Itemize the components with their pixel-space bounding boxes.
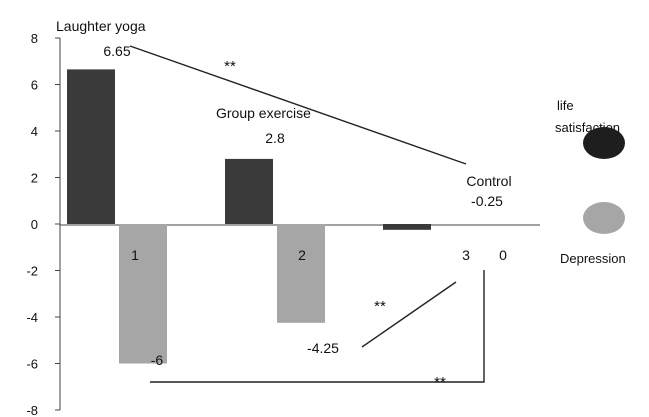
- sig-bracket-yoga-control-depression: [150, 270, 485, 383]
- bar-depression-2: [277, 224, 325, 323]
- legend-label-depression: Depression: [560, 251, 626, 266]
- significance-lines: [129, 45, 485, 383]
- value-label-depression: 0: [499, 247, 507, 263]
- legend: life satisfaction Depression: [555, 98, 626, 266]
- legend-swatch-life-satisfaction: [583, 127, 625, 159]
- group-label: Laughter yoga: [56, 18, 146, 34]
- value-label-depression: -6: [151, 352, 164, 368]
- x-tick-label: 1: [131, 247, 139, 263]
- legend-swatch-depression: [583, 202, 625, 234]
- y-tick-label: 4: [31, 124, 38, 139]
- annotations: ** ** **: [224, 58, 446, 391]
- bars: [67, 69, 431, 364]
- value-label-life-satisfaction: 6.65: [103, 43, 130, 59]
- y-tick-label: 6: [31, 78, 38, 93]
- bar-life-satisfaction-2: [225, 158, 273, 224]
- value-label-life-satisfaction: 2.8: [265, 130, 285, 146]
- category-labels: 1 2 3: [131, 247, 470, 263]
- y-tick-label: -2: [26, 264, 38, 279]
- y-tick-label: 2: [31, 171, 38, 186]
- x-tick-label: 3: [462, 247, 470, 263]
- group-label: Group exercise: [216, 105, 311, 121]
- legend-label-life-satisfaction-line1: life: [557, 98, 574, 113]
- value-label-depression: -4.25: [307, 340, 339, 356]
- y-tick-label: -6: [26, 357, 38, 372]
- value-labels: 6.65 2.8 -0.25 -6 -4.25 0: [103, 43, 507, 368]
- sig-line-yoga-control: [129, 45, 467, 165]
- bar-life-satisfaction-1: [67, 69, 115, 224]
- y-tick-label: -8: [26, 403, 38, 417]
- bar-life-satisfaction-3: [383, 224, 431, 230]
- sig-line-exercise-control: [361, 281, 457, 348]
- y-tick-label: 8: [31, 31, 38, 46]
- value-label-life-satisfaction: -0.25: [471, 193, 503, 209]
- annotation-significance-1: **: [224, 58, 236, 75]
- y-tick-label: 0: [31, 217, 38, 232]
- x-tick-label: 2: [298, 247, 306, 263]
- y-ticks: 8 6 4 2 0 -2 -4 -6 -8: [26, 31, 60, 417]
- annotation-significance-2: **: [374, 298, 386, 315]
- group-label: Control: [466, 173, 511, 189]
- y-tick-label: -4: [26, 310, 38, 325]
- bar-depression-1: [119, 224, 167, 364]
- annotation-significance-3: **: [434, 374, 446, 391]
- group-labels: Laughter yoga Group exercise Control: [56, 18, 512, 189]
